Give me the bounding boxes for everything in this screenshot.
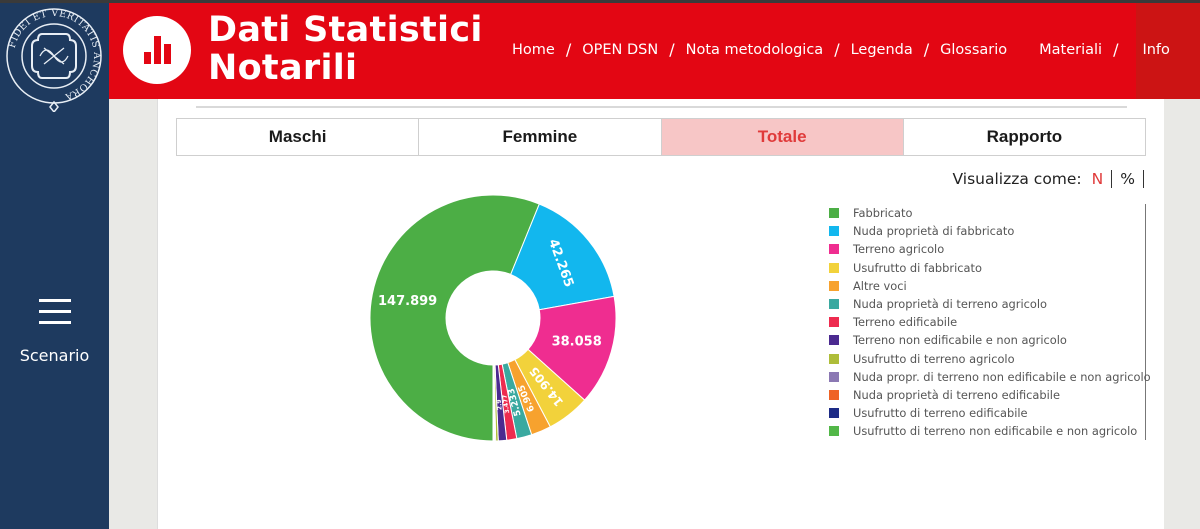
legend-item[interactable]: Usufrutto di fabbricato	[826, 259, 1145, 277]
legend-label: Usufrutto di fabbricato	[853, 260, 982, 275]
hamburger-menu-icon	[38, 296, 71, 324]
legend-swatch-icon	[829, 426, 839, 437]
tab-femmine[interactable]: Femmine	[419, 119, 662, 155]
legend-label: Altre voci	[853, 278, 907, 293]
legend-label: Terreno agricolo	[853, 242, 945, 257]
nav-home[interactable]: Home	[512, 41, 555, 58]
legend-item[interactable]: Usufrutto di terreno edificabile	[826, 404, 1145, 422]
main-nav: Home / OPEN DSN / Nota metodologica / Le…	[512, 40, 1170, 59]
tab-rapporto[interactable]: Rapporto	[903, 119, 1145, 155]
donut-slice[interactable]	[510, 203, 615, 311]
nav-materiali[interactable]: Materiali	[1039, 41, 1103, 58]
legend-item[interactable]: Usufrutto di terreno agricolo	[826, 350, 1145, 368]
view-as-toggle: Visualizza come: N %	[953, 170, 1144, 188]
legend-label: Usufrutto di terreno agricolo	[853, 351, 1015, 366]
legend-label: Terreno non edificabile e non agricolo	[853, 333, 1067, 348]
legend-item[interactable]: Terreno non edificabile e non agricolo	[826, 331, 1145, 349]
donut-slice[interactable]	[369, 194, 540, 442]
slice-value-label: 147.899	[378, 294, 437, 309]
slice-value-label: 2.9	[496, 399, 504, 410]
legend-swatch-icon	[829, 244, 839, 255]
view-as-number-option[interactable]: N	[1091, 170, 1104, 188]
legend-item[interactable]: Usufrutto di terreno non edificabile e n…	[826, 422, 1145, 440]
legend-label: Nuda proprietà di fabbricato	[853, 224, 1015, 239]
nav-glossario[interactable]: Glossario	[940, 41, 1008, 58]
nav-separator: /	[834, 40, 840, 59]
chart-legend: Fabbricato Nuda proprietà di fabbricato Te…	[826, 204, 1151, 440]
legend-label: Nuda proprietà di terreno agricolo	[853, 297, 1048, 312]
nav-legenda[interactable]: Legenda	[850, 41, 913, 58]
notary-emblem-logo[interactable]: FIDEI ET VERITATIS ANCHORA	[2, 4, 106, 112]
legend-label: Fabbricato	[853, 206, 913, 221]
legend-swatch-icon	[829, 371, 839, 382]
view-as-percent-option[interactable]: %	[1120, 170, 1135, 188]
legend-item[interactable]: Nuda proprietà di terreno edificabile	[826, 386, 1145, 404]
nav-info[interactable]: Info	[1142, 41, 1170, 58]
legend-item[interactable]: Nuda propr. di terreno non edificabile e…	[826, 368, 1151, 386]
scenario-label: Scenario	[19, 346, 90, 365]
site-title[interactable]: Dati Statistici Notarili	[208, 11, 483, 87]
legend-item[interactable]: Terreno agricolo	[826, 240, 1145, 258]
nav-separator: /	[923, 40, 930, 59]
legend-label: Usufrutto di terreno non edificabile e n…	[853, 424, 1138, 439]
site-title-line2: Notarili	[208, 48, 358, 88]
nav-separator: /	[669, 40, 675, 59]
window-top-border	[0, 0, 1200, 3]
legend-item[interactable]: Fabbricato	[826, 204, 1145, 222]
site-logo[interactable]	[123, 16, 191, 84]
legend-label: Nuda propr. di terreno non edificabile e…	[853, 369, 1151, 384]
legend-label: Nuda proprietà di terreno edificabile	[853, 387, 1060, 402]
legend-item[interactable]: Nuda proprietà di fabbricato	[826, 222, 1145, 240]
legend-item[interactable]: Altre voci	[826, 277, 1145, 295]
nav-separator: /	[1113, 40, 1119, 59]
site-title-line1: Dati Statistici	[208, 10, 483, 50]
sidebar: FIDEI ET VERITATIS ANCHORA Scenario	[0, 0, 109, 529]
view-as-label: Visualizza come:	[952, 170, 1082, 188]
slice-value-label: 3.477	[501, 394, 511, 414]
tab-totale[interactable]: Totale	[661, 119, 904, 155]
legend-swatch-icon	[829, 208, 839, 219]
donut-slice[interactable]	[527, 295, 617, 401]
legend-item[interactable]: Nuda proprietà di terreno agricolo	[826, 295, 1145, 313]
legend-swatch-icon	[829, 353, 839, 364]
legend-swatch-icon	[829, 389, 839, 400]
legend-swatch-icon	[829, 317, 839, 328]
scenario-menu-button[interactable]: Scenario	[0, 296, 109, 365]
header-right-shade	[1136, 3, 1200, 99]
legend-swatch-icon	[829, 280, 839, 291]
main-content: Maschi Femmine Totale Rapporto Visualizz…	[157, 99, 1164, 529]
legend-swatch-icon	[829, 408, 839, 419]
slice-value-label: 38.058	[552, 334, 602, 349]
legend-swatch-icon	[829, 262, 839, 273]
legend-label: Terreno edificabile	[853, 315, 958, 330]
nav-open-dsn[interactable]: OPEN DSN	[582, 41, 659, 58]
gender-tabs: Maschi Femmine Totale Rapporto	[176, 118, 1146, 156]
legend-item[interactable]: Terreno edificabile	[826, 313, 1145, 331]
toggle-divider	[1143, 170, 1144, 188]
legend-swatch-icon	[829, 226, 839, 237]
donut-chart[interactable]: 147.89942.26538.05814.9056.9055.2333.477…	[158, 99, 1165, 529]
toggle-divider	[1111, 170, 1113, 188]
legend-swatch-icon	[829, 335, 839, 346]
nav-separator: /	[565, 40, 572, 59]
page-gutter	[1164, 99, 1200, 529]
header-bar: Dati Statistici Notarili Home / OPEN DSN…	[109, 3, 1200, 99]
divider	[196, 106, 1127, 108]
legend-swatch-icon	[829, 299, 839, 310]
tab-maschi[interactable]: Maschi	[177, 119, 420, 155]
nav-nota-metodologica[interactable]: Nota metodologica	[685, 41, 824, 58]
bar-chart-icon	[142, 36, 174, 64]
legend-label: Usufrutto di terreno edificabile	[853, 406, 1028, 421]
